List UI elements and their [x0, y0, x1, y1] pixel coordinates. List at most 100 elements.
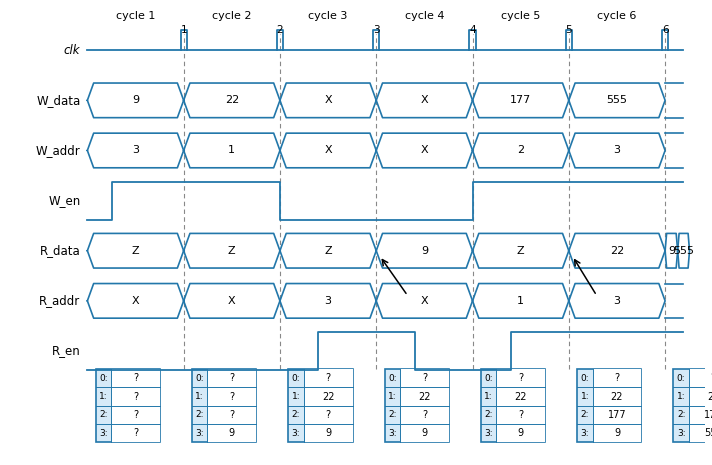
Text: W_addr: W_addr — [36, 144, 80, 157]
Text: W_en: W_en — [48, 194, 80, 207]
Text: 3: 3 — [132, 146, 139, 155]
Text: 2:: 2: — [99, 410, 108, 419]
Text: ?: ? — [133, 428, 138, 438]
Bar — [400, 424, 449, 442]
Text: 1:: 1: — [580, 392, 589, 401]
Bar — [207, 387, 256, 405]
Text: 9: 9 — [422, 428, 427, 438]
Text: 3:: 3: — [99, 429, 108, 438]
Bar — [400, 369, 449, 387]
Text: 2:: 2: — [677, 410, 686, 419]
Text: X: X — [421, 296, 428, 306]
Bar — [192, 369, 256, 442]
Text: ?: ? — [422, 410, 427, 420]
Text: 555: 555 — [607, 95, 627, 106]
Text: 1: 1 — [517, 296, 524, 306]
Text: ?: ? — [422, 373, 427, 383]
Text: 9: 9 — [325, 428, 331, 438]
Text: 3: 3 — [373, 25, 379, 35]
Bar — [496, 387, 545, 405]
Text: 22: 22 — [610, 246, 624, 256]
Text: 4: 4 — [469, 25, 476, 35]
Text: 9: 9 — [614, 428, 620, 438]
Text: 2: 2 — [277, 25, 283, 35]
Text: cycle 6: cycle 6 — [597, 11, 637, 21]
Bar — [577, 369, 642, 442]
Text: 3: 3 — [614, 296, 620, 306]
Text: ?: ? — [518, 373, 523, 383]
Text: X: X — [132, 296, 140, 306]
Text: 1: 1 — [180, 25, 187, 35]
Text: 9: 9 — [229, 428, 235, 438]
Text: ?: ? — [518, 410, 523, 420]
Text: 3:: 3: — [677, 429, 686, 438]
Text: 0:: 0: — [292, 374, 300, 383]
Bar — [303, 387, 352, 405]
Bar — [207, 405, 256, 424]
Text: ?: ? — [229, 373, 234, 383]
Text: Z: Z — [132, 246, 140, 256]
Text: 2:: 2: — [292, 410, 300, 419]
Text: cycle 1: cycle 1 — [116, 11, 155, 21]
Text: 3:: 3: — [195, 429, 204, 438]
Bar — [111, 424, 160, 442]
Text: 0:: 0: — [99, 374, 108, 383]
Text: 1: 1 — [229, 146, 235, 155]
Text: ?: ? — [133, 410, 138, 420]
Text: X: X — [421, 95, 428, 106]
Text: Z: Z — [228, 246, 236, 256]
Text: R_data: R_data — [40, 244, 80, 257]
Text: 3:: 3: — [580, 429, 589, 438]
Text: X: X — [228, 296, 236, 306]
Text: 22: 22 — [707, 392, 712, 402]
Text: 22: 22 — [611, 392, 623, 402]
Bar — [111, 405, 160, 424]
Text: ?: ? — [133, 392, 138, 402]
Text: 2:: 2: — [388, 410, 397, 419]
Bar — [481, 369, 545, 442]
Text: 1:: 1: — [292, 392, 300, 401]
Text: X: X — [324, 95, 332, 106]
Text: X: X — [421, 146, 428, 155]
Text: 177: 177 — [607, 410, 627, 420]
Text: 1:: 1: — [195, 392, 204, 401]
Text: clk: clk — [64, 44, 80, 57]
Bar — [689, 369, 712, 387]
Text: cycle 5: cycle 5 — [501, 11, 540, 21]
Bar — [111, 369, 160, 387]
Text: 1:: 1: — [99, 392, 108, 401]
Bar — [207, 424, 256, 442]
Text: 0:: 0: — [388, 374, 397, 383]
Bar — [496, 405, 545, 424]
Text: 0:: 0: — [677, 374, 686, 383]
Bar — [592, 387, 642, 405]
Bar — [592, 405, 642, 424]
Bar — [400, 387, 449, 405]
Text: 0:: 0: — [484, 374, 493, 383]
Text: 2:: 2: — [196, 410, 204, 419]
Text: Z: Z — [324, 246, 332, 256]
Text: R_en: R_en — [52, 345, 80, 358]
Text: W_data: W_data — [36, 94, 80, 107]
Bar — [288, 369, 352, 442]
Text: cycle 3: cycle 3 — [308, 11, 347, 21]
Text: 22: 22 — [322, 392, 335, 402]
Text: 9: 9 — [421, 246, 428, 256]
Text: 22: 22 — [515, 392, 527, 402]
Text: cycle 4: cycle 4 — [404, 11, 444, 21]
Bar — [496, 369, 545, 387]
Text: 2: 2 — [517, 146, 524, 155]
Bar — [303, 369, 352, 387]
Text: 9: 9 — [518, 428, 524, 438]
Bar — [496, 424, 545, 442]
Text: ?: ? — [711, 373, 712, 383]
Bar — [689, 405, 712, 424]
Text: 2:: 2: — [484, 410, 493, 419]
Bar — [95, 369, 160, 442]
Text: 9: 9 — [668, 246, 675, 256]
Text: ?: ? — [325, 410, 330, 420]
Text: 555: 555 — [673, 246, 694, 256]
Bar — [207, 369, 256, 387]
Text: X: X — [324, 146, 332, 155]
Text: 3: 3 — [325, 296, 332, 306]
